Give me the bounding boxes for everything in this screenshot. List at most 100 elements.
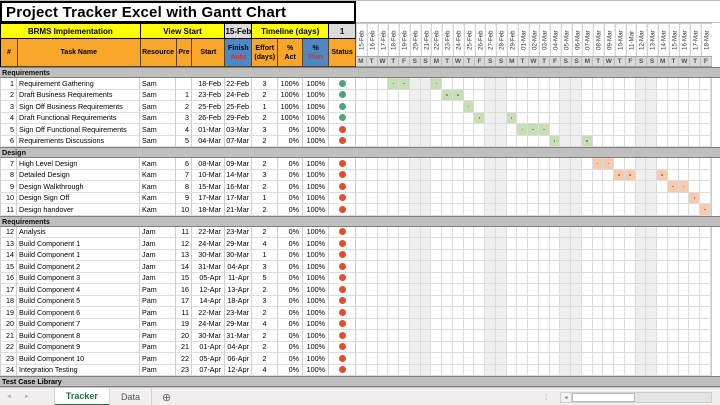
gantt-cell[interactable] — [667, 341, 679, 353]
cell-num[interactable]: 19 — [0, 307, 17, 319]
cell-effort[interactable]: 5 — [252, 272, 278, 284]
gantt-cell[interactable] — [356, 78, 367, 90]
cell-finish[interactable]: 25-Feb — [225, 101, 252, 113]
gantt-cell[interactable] — [549, 181, 561, 193]
gantt-cell[interactable] — [409, 124, 421, 136]
date-header-cell[interactable]: 15-Feb — [356, 24, 367, 56]
gantt-cell[interactable] — [442, 318, 453, 330]
gantt-cell[interactable] — [452, 204, 464, 216]
gantt-cell[interactable] — [549, 249, 561, 261]
gantt-cell[interactable] — [506, 364, 518, 376]
cell-effort[interactable]: 2 — [252, 353, 278, 365]
gantt-cell[interactable] — [474, 226, 485, 238]
gantt-cell[interactable] — [517, 318, 528, 330]
cell-task-name[interactable]: Sign Off Business Requirements — [17, 101, 140, 113]
gantt-cell[interactable] — [452, 295, 464, 307]
gantt-cell[interactable] — [592, 226, 604, 238]
gantt-cell[interactable] — [635, 192, 647, 204]
gantt-cell[interactable] — [581, 181, 593, 193]
gantt-bar-cell[interactable] — [474, 112, 485, 124]
gantt-cell[interactable] — [463, 169, 475, 181]
gantt-cell[interactable] — [678, 204, 690, 216]
gantt-cell[interactable] — [366, 181, 378, 193]
gantt-cell[interactable] — [549, 284, 561, 296]
cell-num[interactable]: 6 — [0, 135, 17, 147]
gantt-cell[interactable] — [689, 226, 700, 238]
cell-pct-act[interactable]: 0% — [278, 135, 303, 147]
tab-tracker[interactable]: Tracker — [53, 388, 110, 405]
gantt-cell[interactable] — [538, 112, 550, 124]
gantt-cell[interactable] — [700, 112, 711, 124]
cell-effort[interactable]: 1 — [252, 192, 278, 204]
gantt-cell[interactable] — [388, 353, 399, 365]
gantt-cell[interactable] — [474, 330, 485, 342]
cell-pre[interactable]: 16 — [176, 284, 192, 296]
cell-status[interactable] — [329, 204, 356, 216]
gantt-cell[interactable] — [452, 101, 464, 113]
date-header-cell[interactable]: 03-Mar — [539, 24, 551, 56]
gantt-cell[interactable] — [420, 238, 432, 250]
cell-pct-plan[interactable]: 100% — [303, 307, 329, 319]
gantt-cell[interactable] — [571, 318, 582, 330]
gantt-cell[interactable] — [356, 318, 367, 330]
gantt-cell[interactable] — [635, 78, 647, 90]
gantt-cell[interactable] — [517, 330, 528, 342]
gantt-cell[interactable] — [689, 169, 700, 181]
date-header-cell[interactable]: 01-Mar — [517, 24, 529, 56]
gantt-cell[interactable] — [474, 78, 485, 90]
gantt-cell[interactable] — [356, 238, 367, 250]
gantt-cell[interactable] — [624, 364, 636, 376]
gantt-cell[interactable] — [528, 249, 539, 261]
gantt-cell[interactable] — [356, 169, 367, 181]
cell-task-name[interactable]: Build Component 5 — [17, 295, 140, 307]
gantt-cell[interactable] — [474, 353, 485, 365]
gantt-cell[interactable] — [452, 135, 464, 147]
gantt-cell[interactable] — [549, 204, 561, 216]
gantt-cell[interactable] — [657, 353, 668, 365]
cell-num[interactable]: 10 — [0, 192, 17, 204]
cell-resource[interactable]: Kam — [140, 181, 176, 193]
gantt-cell[interactable] — [549, 89, 561, 101]
gantt-cell[interactable] — [700, 249, 711, 261]
gantt-cell[interactable] — [388, 261, 399, 273]
gantt-cell[interactable] — [592, 318, 604, 330]
gantt-cell[interactable] — [689, 158, 700, 170]
gantt-cell[interactable] — [474, 238, 485, 250]
gantt-cell[interactable] — [506, 78, 518, 90]
gantt-cell[interactable] — [614, 284, 625, 296]
gantt-cell[interactable] — [624, 261, 636, 273]
gantt-cell[interactable] — [571, 330, 582, 342]
gantt-cell[interactable] — [485, 330, 496, 342]
gantt-cell[interactable] — [560, 353, 571, 365]
gantt-cell[interactable] — [495, 158, 507, 170]
gantt-cell[interactable] — [463, 272, 475, 284]
gantt-cell[interactable] — [657, 158, 668, 170]
date-header-cell[interactable]: 27-Feb — [485, 24, 497, 56]
cell-status[interactable] — [329, 249, 356, 261]
gantt-cell[interactable] — [463, 158, 475, 170]
cell-pre[interactable] — [176, 78, 192, 90]
gantt-cell[interactable] — [657, 284, 668, 296]
gantt-cell[interactable] — [689, 249, 700, 261]
gantt-cell[interactable] — [366, 364, 378, 376]
gantt-cell[interactable] — [538, 318, 550, 330]
gantt-cell[interactable] — [700, 226, 711, 238]
date-header-cell[interactable]: 22-Feb — [431, 24, 443, 56]
gantt-cell[interactable] — [356, 284, 367, 296]
gantt-cell[interactable] — [442, 181, 453, 193]
gantt-cell[interactable] — [571, 341, 582, 353]
gantt-cell[interactable] — [420, 272, 432, 284]
cell-pct-act[interactable]: 0% — [278, 364, 303, 376]
gantt-cell[interactable] — [603, 135, 614, 147]
gantt-cell[interactable] — [667, 364, 679, 376]
cell-pct-plan[interactable]: 100% — [303, 89, 329, 101]
cell-task-name[interactable]: Detailed Design — [17, 169, 140, 181]
gantt-bar-cell[interactable] — [657, 169, 668, 181]
gantt-cell[interactable] — [388, 318, 399, 330]
gantt-cell[interactable] — [549, 169, 561, 181]
gantt-cell[interactable] — [409, 272, 421, 284]
gantt-cell[interactable] — [485, 101, 496, 113]
date-header-cell[interactable]: 10-Mar — [614, 24, 626, 56]
date-header-cell[interactable]: 25-Feb — [463, 24, 475, 56]
gantt-cell[interactable] — [581, 112, 593, 124]
